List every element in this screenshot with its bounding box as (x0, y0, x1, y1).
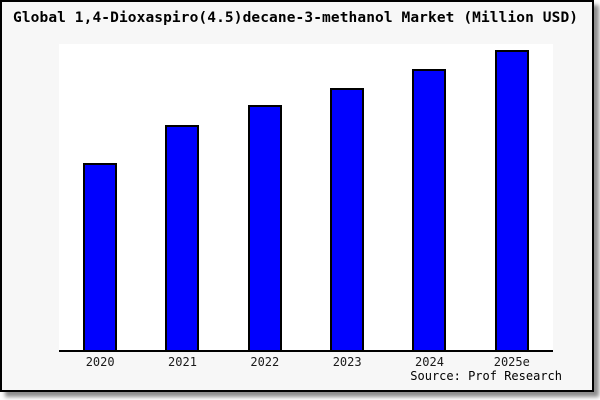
bar-slot-2023 (306, 44, 388, 350)
bars-container (59, 44, 553, 350)
bar-slot-2022 (224, 44, 306, 350)
bar-2020 (83, 162, 118, 350)
bar-slot-2025e (471, 44, 553, 350)
x-tick-label-2024: 2024 (415, 355, 444, 369)
x-tick-label-2025e: 2025e (493, 355, 530, 369)
bar-2024 (412, 68, 447, 350)
plot-area (59, 44, 553, 352)
bar-slot-2024 (388, 44, 470, 350)
bar-2023 (330, 87, 365, 350)
x-tick-label-2023: 2023 (332, 355, 362, 369)
chart-card: Global 1,4-Dioxaspiro(4.5)decane-3-metha… (0, 0, 594, 392)
x-tick-label-2021: 2021 (168, 355, 197, 369)
chart-title: Global 1,4-Dioxaspiro(4.5)decane-3-metha… (13, 10, 579, 26)
bar-2022 (247, 105, 282, 350)
source-credit: Source: Prof Research (410, 369, 562, 383)
bar-slot-2020 (59, 44, 141, 350)
bar-2025e (494, 50, 529, 350)
bar-2021 (165, 124, 200, 350)
bar-slot-2021 (141, 44, 223, 350)
x-tick-label-2020: 2020 (85, 355, 115, 369)
x-axis-labels: 2020 2021 2022 2023 2024 2025e (59, 355, 553, 369)
x-tick-label-2022: 2022 (250, 355, 280, 369)
